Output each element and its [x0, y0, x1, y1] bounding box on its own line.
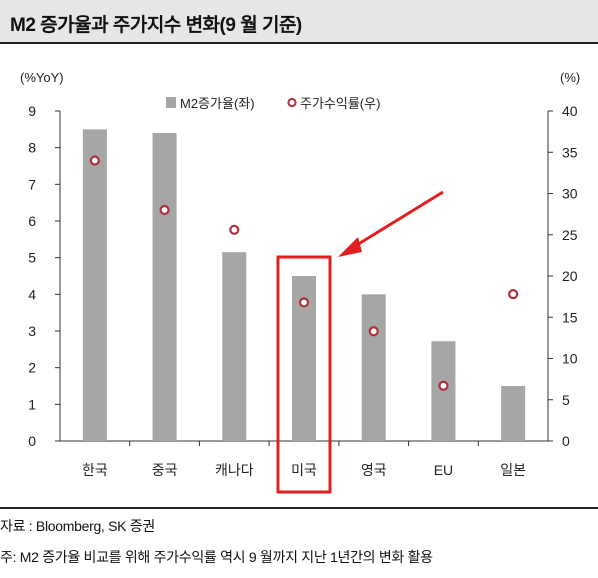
- left-tick-label: 3: [28, 323, 36, 339]
- x-axis-labels: 한국 중국 캐나다 미국 영국 EU 일본: [82, 441, 526, 478]
- marker: [229, 224, 240, 235]
- x-tick-label: 미국: [291, 462, 317, 478]
- right-tick-label: 30: [562, 186, 578, 202]
- bar: [222, 252, 247, 441]
- legend: M2증가율(좌) 주가수익률(우): [166, 96, 380, 111]
- bar: [361, 294, 386, 441]
- right-axis-unit: (%): [560, 70, 580, 85]
- right-tick-label: 0: [562, 433, 570, 449]
- legend-marker-label: 주가수익률(우): [300, 96, 380, 111]
- x-tick-label: 일본: [500, 462, 526, 478]
- legend-bar-swatch: [166, 97, 176, 108]
- left-tick-label: 6: [28, 213, 36, 229]
- source-text: 자료 : Bloomberg, SK 증권: [0, 518, 155, 534]
- left-tick-label: 8: [28, 140, 36, 156]
- bars: [82, 129, 526, 441]
- right-tick-label: 40: [562, 103, 578, 119]
- left-tick-label: 1: [28, 396, 36, 412]
- marker: [438, 380, 449, 391]
- left-tick-label: 7: [28, 176, 36, 192]
- legend-bar-label: M2증가율(좌): [180, 96, 255, 111]
- right-tick-label: 15: [562, 309, 578, 325]
- right-axis: 0 5 10 15 20 25 30 35 40 (%): [547, 70, 580, 449]
- left-tick-label: 9: [28, 103, 36, 119]
- x-tick-label: 영국: [361, 462, 387, 478]
- highlight-box: [276, 255, 332, 494]
- left-axis-unit: (%YoY): [20, 70, 64, 85]
- markers: [89, 155, 519, 391]
- highlight-arrow-head: [338, 237, 362, 257]
- marker: [159, 204, 170, 216]
- annotation: [276, 190, 444, 494]
- bar: [431, 341, 456, 441]
- marker: [89, 155, 100, 166]
- left-tick-label: 0: [28, 433, 36, 449]
- right-tick-label: 20: [562, 268, 578, 284]
- marker: [298, 297, 310, 308]
- highlight-arrow-line: [351, 190, 444, 250]
- right-tick-label: 5: [562, 392, 570, 408]
- bar: [152, 133, 177, 441]
- chart-title: M2 증가율과 주가지수 변화(9 월 기준): [10, 15, 302, 36]
- title-bar: M2 증가율과 주가지수 변화(9 월 기준): [0, 0, 598, 44]
- left-tick-label: 5: [28, 250, 36, 266]
- chart: 0 1 2 3 4 5 6 7 8 9 (%YoY) 0 5 10 15 20 25 30 35 40 (%) 한국 중…: [20, 70, 580, 494]
- left-tick-label: 2: [28, 360, 36, 376]
- x-tick-label: 중국: [152, 462, 178, 478]
- marker: [368, 326, 379, 337]
- x-tick-label: EU: [434, 462, 453, 478]
- marker: [508, 289, 519, 300]
- footer-rule: [0, 507, 598, 509]
- legend-marker-swatch: [287, 97, 297, 108]
- right-tick-label: 35: [562, 144, 578, 160]
- right-tick-label: 25: [562, 227, 578, 243]
- x-tick-label: 캐나다: [215, 462, 254, 478]
- bar: [501, 386, 526, 441]
- left-tick-label: 4: [28, 286, 36, 302]
- note-text: 주: M2 증가율 비교를 위해 주가수익률 역시 9 월까지 지난 1년간의 …: [0, 549, 433, 565]
- x-tick-label: 한국: [82, 462, 108, 478]
- bar: [82, 129, 107, 441]
- right-tick-label: 10: [562, 351, 578, 367]
